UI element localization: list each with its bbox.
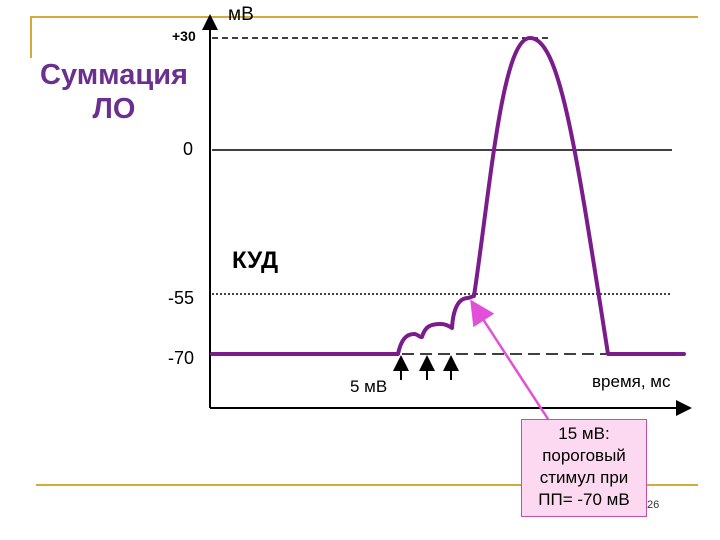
x-axis-label: время, мс — [592, 372, 671, 391]
title-line-2: ЛО — [92, 93, 136, 125]
frame-top-line — [30, 16, 698, 18]
title-line-1: Суммация — [40, 59, 188, 91]
slide-title: Суммация ЛО — [28, 58, 200, 126]
y-axis-unit-label: мВ — [228, 4, 254, 25]
threshold-label: КУД — [232, 247, 279, 274]
note-line-1: 15 мВ: — [558, 424, 610, 443]
note-line-2: пороговый — [542, 446, 626, 465]
tick-label-minus55: -55 — [168, 288, 195, 308]
note-line-3: стимул при — [539, 468, 629, 487]
page-number: 26 — [647, 499, 660, 511]
tick-label-plus30: +30 — [172, 28, 196, 44]
tick-label-zero: 0 — [183, 139, 194, 159]
action-potential-trace — [210, 36, 686, 356]
tick-label-minus70: -70 — [168, 348, 195, 368]
frame-bottom-line — [36, 484, 698, 486]
threshold-stimulus-note: 15 мВ: пороговый стимул при ПП= -70 мВ — [521, 419, 647, 517]
frame-left-line — [30, 16, 32, 94]
note-line-4: ПП= -70 мВ — [538, 490, 630, 509]
stimulus-label: 5 мВ — [350, 377, 388, 396]
callout-arrow — [470, 299, 550, 420]
